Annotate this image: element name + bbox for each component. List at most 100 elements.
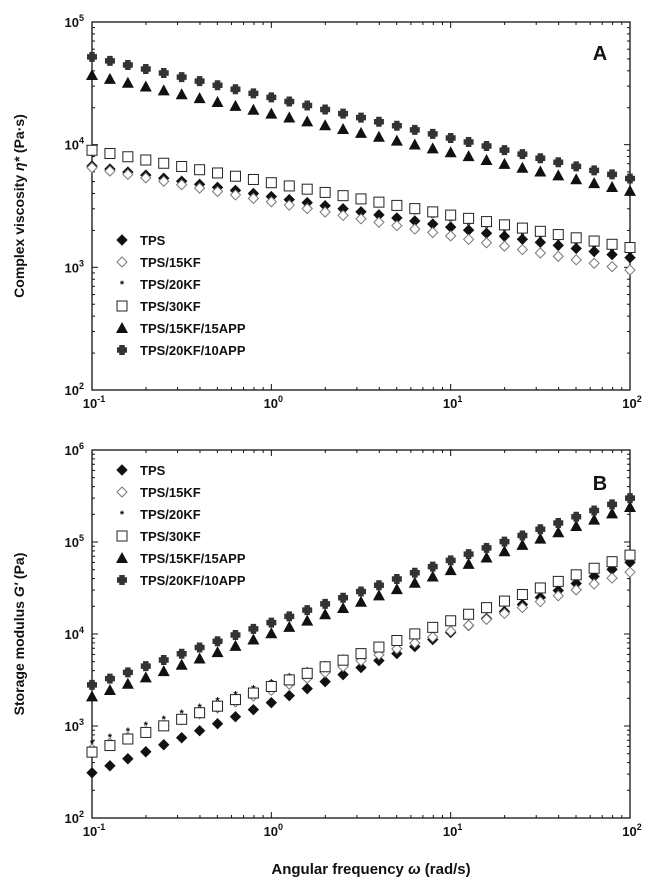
series-TPS-20KF: ******************************* (90, 146, 633, 262)
data-point (445, 132, 456, 143)
data-point (552, 575, 564, 587)
data-point (624, 549, 636, 561)
data-point (356, 112, 366, 123)
data-point (176, 713, 188, 725)
legend-label: TPS/20KF/10APP (140, 343, 246, 358)
legend-label: TPS (140, 463, 166, 478)
data-point (462, 557, 475, 569)
data-point (606, 556, 618, 568)
data-point (266, 617, 277, 628)
x-tick-label: 101 (443, 822, 462, 839)
data-point (624, 501, 636, 513)
data-point (229, 189, 242, 201)
data-point (337, 668, 349, 681)
data-point (103, 72, 116, 84)
data-point (606, 238, 618, 250)
data-point: * (538, 233, 543, 245)
data-point (229, 710, 242, 723)
data-point (373, 116, 384, 127)
data-point (356, 586, 366, 597)
data-point (426, 570, 439, 582)
data-point (553, 157, 564, 168)
data-point (284, 611, 295, 622)
data-point (158, 739, 170, 751)
data-point (337, 190, 349, 202)
data-point (625, 493, 635, 504)
legend-label: TPS/20KF (140, 507, 201, 522)
data-point (462, 619, 475, 631)
y-axis-label: Complex viscosity η* (Pa·s) (11, 114, 27, 298)
data-point: * (108, 732, 113, 744)
data-point (498, 545, 511, 557)
data-point (589, 165, 600, 176)
data-point (391, 574, 402, 585)
data-point (175, 88, 188, 100)
data-point (139, 80, 152, 92)
data-point (104, 165, 116, 177)
data-point (624, 242, 636, 254)
legend-marker (116, 552, 128, 563)
data-point (193, 652, 206, 664)
data-point (247, 192, 260, 205)
x-tick-label: 101 (443, 394, 462, 411)
data-point (552, 526, 565, 538)
data-point (480, 613, 493, 626)
data-point (571, 161, 582, 172)
y-tick-label: 105 (65, 13, 84, 30)
series-TPS-20KF-10APP (87, 51, 635, 184)
data-point (157, 665, 170, 677)
data-point (516, 538, 529, 550)
x-tick-label: 100 (264, 822, 283, 839)
panel-label: B (593, 473, 607, 495)
series-TPS (86, 160, 636, 264)
data-point (212, 167, 224, 179)
data-point (570, 569, 582, 581)
data-point (391, 643, 403, 655)
data-point (624, 184, 636, 196)
data-point (122, 733, 134, 745)
x-axis-label: Angular frequency ω (rad/s) (271, 861, 470, 878)
data-point (516, 589, 528, 601)
y-tick-label: 102 (65, 809, 84, 826)
data-point (193, 182, 206, 194)
data-point (104, 148, 116, 160)
data-point (570, 242, 582, 255)
data-point (122, 168, 134, 181)
data-point (373, 580, 384, 591)
data-point: * (610, 247, 615, 259)
data-point (480, 237, 493, 249)
data-point (499, 145, 510, 156)
data-point (498, 595, 510, 607)
y-tick-label: 106 (65, 441, 84, 458)
data-point (265, 177, 277, 189)
data-point (283, 180, 295, 192)
data-point (229, 694, 241, 706)
data-point (372, 589, 385, 601)
data-point (444, 625, 457, 637)
data-point (552, 590, 564, 602)
data-point (552, 250, 564, 263)
data-point (606, 260, 618, 273)
data-point: * (90, 738, 95, 750)
data-point (194, 707, 206, 719)
data-point (283, 674, 295, 686)
data-point (444, 146, 457, 158)
data-point (606, 181, 619, 193)
data-point (409, 223, 421, 235)
data-point (516, 601, 529, 614)
data-point (355, 193, 367, 205)
data-point (248, 88, 259, 99)
data-point (158, 720, 170, 732)
data-point (194, 642, 205, 653)
data-point (265, 696, 278, 709)
data-point (570, 173, 583, 185)
data-point (229, 639, 242, 651)
data-point (624, 264, 636, 276)
data-point (408, 576, 421, 588)
data-point (588, 513, 601, 525)
data-point (588, 578, 600, 590)
data-point (229, 170, 241, 182)
data-point (570, 254, 582, 266)
data-point (391, 219, 403, 232)
